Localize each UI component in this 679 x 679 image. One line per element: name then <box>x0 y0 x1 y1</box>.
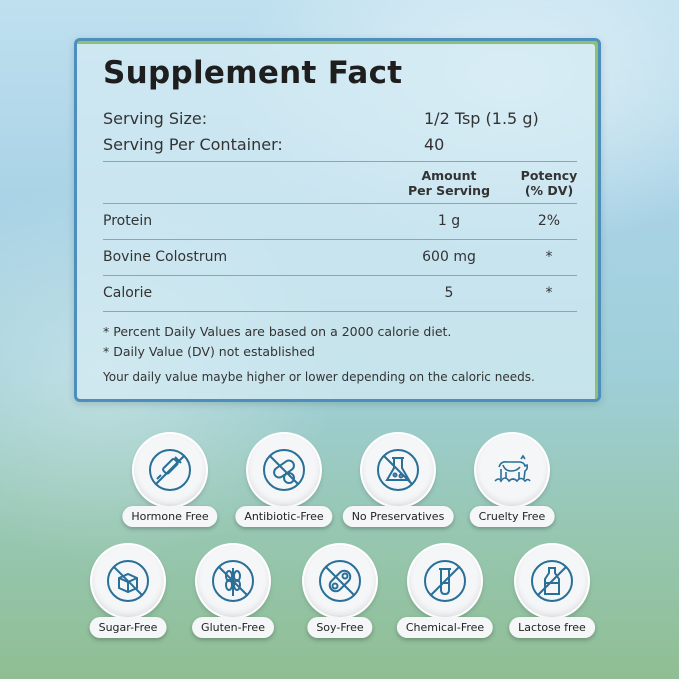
soy-free-icon <box>319 560 361 602</box>
badge-label: Chemical-Free <box>396 617 494 638</box>
badge-no-preservatives: No Preservatives <box>333 434 463 544</box>
nutrient-potency: * <box>545 285 553 301</box>
nutrient-name: Calorie <box>103 285 153 301</box>
serving-size-row: Serving Size: 1/2 Tsp (1.5 g) <box>103 109 539 128</box>
supplement-facts-panel: Supplement Fact Serving Size: 1/2 Tsp (1… <box>74 38 601 402</box>
table-divider <box>103 203 577 204</box>
table-divider <box>103 239 577 240</box>
badge-sugar-free: Sugar-Free <box>63 545 193 655</box>
badge-label: Gluten-Free <box>192 617 274 638</box>
cruelty-free-icon <box>494 454 531 483</box>
table-row: Protein 1 g 2% <box>103 204 577 240</box>
badge-label: Sugar-Free <box>89 617 167 638</box>
nutrient-amount: 600 mg <box>422 249 476 265</box>
nutrient-potency: 2% <box>537 213 561 229</box>
amount-column-header: Amount Per Serving <box>407 168 491 198</box>
badge-label: Soy-Free <box>307 617 373 638</box>
footnote: * Percent Daily Values are based on a 20… <box>103 324 452 339</box>
hormone-free-icon <box>149 449 191 491</box>
badge-label: Cruelty Free <box>469 506 555 527</box>
nutrient-name: Bovine Colostrum <box>103 249 228 265</box>
sugar-free-icon <box>107 560 149 602</box>
footer-note: Your daily value maybe higher or lower d… <box>103 370 535 384</box>
panel-title: Supplement Fact <box>103 55 403 91</box>
no-preservatives-icon <box>377 449 419 491</box>
nutrient-name: Protein <box>103 213 153 229</box>
serving-size-label: Serving Size: <box>103 109 208 128</box>
nutrient-amount: 5 <box>444 285 454 301</box>
badge-hormone-free: Hormone Free <box>105 434 235 544</box>
serving-size-value: 1/2 Tsp (1.5 g) <box>424 109 539 128</box>
badge-gluten-free: Gluten-Free <box>168 545 298 655</box>
badge-cruelty-free: Cruelty Free <box>447 434 577 544</box>
servings-value: 40 <box>424 135 445 154</box>
table-divider <box>103 311 577 312</box>
chemical-free-icon <box>424 560 466 602</box>
table-divider <box>103 275 577 276</box>
antibiotic-free-icon <box>263 449 305 491</box>
badge-label: Lactose free <box>509 617 595 638</box>
table-row: Bovine Colostrum 600 mg * <box>103 240 577 276</box>
badge-label: Antibiotic-Free <box>235 506 333 527</box>
badge-label: Hormone Free <box>122 506 218 527</box>
nutrient-amount: 1 g <box>437 213 461 229</box>
footnote: * Daily Value (DV) not established <box>103 344 315 359</box>
badge-chemical-free: Chemical-Free <box>380 545 510 655</box>
lactose-free-icon <box>531 560 573 602</box>
table-row: Calorie 5 * <box>103 276 577 312</box>
badge-label: No Preservatives <box>342 506 454 527</box>
potency-column-header: Potency (% DV) <box>520 168 578 198</box>
badge-antibiotic-free: Antibiotic-Free <box>219 434 349 544</box>
nutrient-potency: * <box>545 249 553 265</box>
servings-per-container-row: Serving Per Container: 40 <box>103 135 444 154</box>
badge-soy-free: Soy-Free <box>275 545 405 655</box>
gluten-free-icon <box>212 560 254 602</box>
servings-label: Serving Per Container: <box>103 135 283 154</box>
badge-lactose-free: Lactose free <box>487 545 617 655</box>
table-divider <box>103 161 577 162</box>
